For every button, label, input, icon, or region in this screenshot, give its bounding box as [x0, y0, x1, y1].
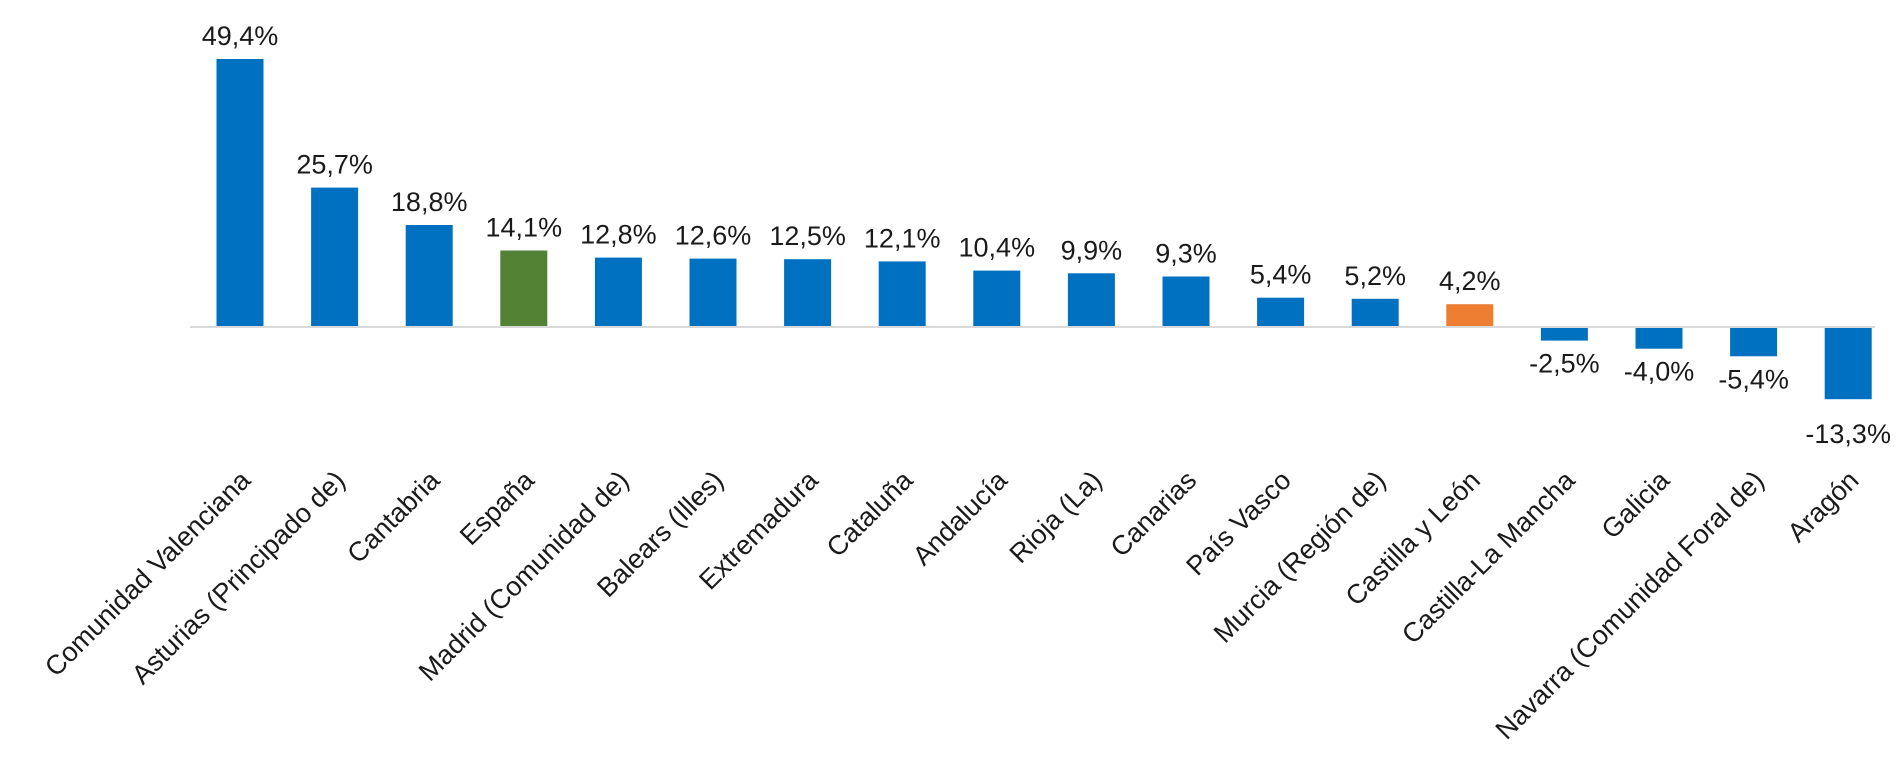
- bar-0: [216, 59, 264, 327]
- category-label-9: Rioja (La): [1004, 465, 1108, 569]
- data-label-15: -4,0%: [1624, 357, 1695, 387]
- bars-group: [216, 59, 1872, 400]
- data-label-10: 9,3%: [1155, 239, 1217, 269]
- bar-6: [784, 259, 832, 327]
- bar-9: [1067, 273, 1115, 327]
- data-label-4: 12,8%: [580, 220, 657, 250]
- data-label-3: 14,1%: [486, 213, 563, 243]
- category-label-12: Murcia (Región de): [1208, 465, 1392, 649]
- data-label-17: -13,3%: [1805, 419, 1891, 449]
- bar-15: [1635, 327, 1683, 349]
- category-label-14: Castilla-La Mancha: [1396, 464, 1581, 649]
- data-label-0: 49,4%: [202, 21, 279, 51]
- bar-5: [689, 258, 737, 327]
- data-label-16: -5,4%: [1718, 364, 1789, 394]
- bar-1: [311, 187, 359, 327]
- data-label-6: 12,5%: [769, 221, 846, 251]
- bar-10: [1162, 276, 1210, 327]
- data-label-7: 12,1%: [864, 223, 941, 253]
- category-label-15: Galicia: [1596, 464, 1676, 544]
- data-label-8: 10,4%: [959, 233, 1036, 263]
- bar-16: [1730, 327, 1778, 357]
- bar-2: [405, 225, 453, 327]
- bar-4: [594, 257, 642, 327]
- data-label-11: 5,4%: [1250, 260, 1312, 290]
- bar-11: [1257, 297, 1305, 327]
- bar-3: [500, 250, 548, 327]
- data-labels-group: 49,4% 25,7% 18,8% 14,1% 12,8% 12,6% 12,5% 12,1%…: [202, 21, 1891, 449]
- bar-17: [1824, 327, 1872, 400]
- category-label-10: Canarias: [1105, 465, 1203, 563]
- data-label-14: -2,5%: [1529, 349, 1600, 379]
- category-label-2: Cantabria: [341, 464, 446, 569]
- category-label-7: Cataluña: [821, 464, 919, 562]
- bar-12: [1351, 298, 1399, 327]
- category-label-3: España: [454, 464, 541, 551]
- data-label-5: 12,6%: [675, 221, 752, 251]
- data-label-13: 4,2%: [1439, 266, 1501, 296]
- data-label-12: 5,2%: [1344, 261, 1406, 291]
- bar-14: [1540, 327, 1588, 341]
- bar-7: [878, 261, 926, 327]
- data-label-9: 9,9%: [1061, 235, 1123, 265]
- bar-13: [1446, 304, 1494, 327]
- category-label-8: Andalucía: [907, 464, 1014, 571]
- data-label-2: 18,8%: [391, 187, 468, 217]
- category-label-17: Aragón: [1782, 465, 1865, 548]
- data-label-1: 25,7%: [296, 150, 373, 180]
- bar-8: [973, 270, 1021, 327]
